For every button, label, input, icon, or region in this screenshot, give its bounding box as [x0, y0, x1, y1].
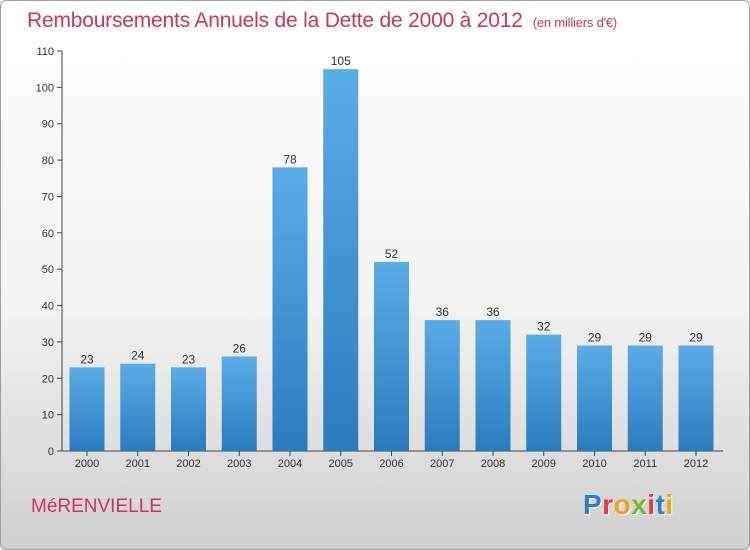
- x-tick-label: 2005: [329, 458, 353, 470]
- x-tick-label: 2001: [126, 458, 150, 470]
- y-tick-label: 20: [42, 373, 54, 385]
- y-tick-label: 70: [42, 191, 54, 203]
- x-tick-label: 2011: [633, 458, 657, 470]
- x-tick-label: 2006: [379, 458, 403, 470]
- data-label: 36: [436, 305, 450, 319]
- y-tick-label: 90: [42, 119, 54, 131]
- y-tick-label: 100: [36, 82, 54, 94]
- proxiti-logo: Proxiti: [583, 489, 674, 521]
- logo-letter: i: [647, 489, 656, 520]
- bar-2009: [526, 334, 562, 451]
- y-axis: 0 10 20 30 40 50 60 70 80 90 100 110: [36, 46, 63, 458]
- logo-letter: t: [655, 489, 666, 520]
- data-label: 105: [331, 54, 351, 68]
- title-unit: (en milliers d'€): [532, 15, 618, 30]
- logo-letter: P: [583, 489, 603, 520]
- y-tick-label: 110: [36, 46, 54, 58]
- bar-2006: [374, 261, 409, 451]
- y-tick-label: 50: [42, 264, 54, 276]
- x-tick-label: 2003: [227, 458, 251, 470]
- x-tick-label: 2002: [176, 458, 200, 470]
- bar-2004: [272, 167, 308, 451]
- data-label: 32: [537, 320, 551, 334]
- bar-2005: [323, 69, 359, 451]
- data-label: 36: [486, 305, 500, 319]
- bar-2011: [627, 345, 663, 451]
- bar-2008: [475, 320, 511, 451]
- x-tick-label: 2008: [481, 458, 505, 470]
- data-label: 23: [182, 352, 196, 366]
- y-tick-label: 60: [42, 228, 54, 240]
- x-tick-label: 2010: [582, 458, 606, 470]
- logo-letter: o: [613, 489, 632, 520]
- bar-2000: [69, 367, 105, 451]
- logo-letter: r: [602, 489, 614, 520]
- y-tick-label: 0: [48, 446, 54, 458]
- data-label: 23: [80, 352, 94, 366]
- data-label: 52: [385, 247, 399, 261]
- y-tick-label: 40: [42, 301, 54, 313]
- commune-name: MéRENVIELLE: [31, 496, 162, 517]
- x-tick-label: 2007: [430, 458, 454, 470]
- data-label: 26: [233, 341, 247, 355]
- chart-title: Remboursements Annuels de la Dette de 20…: [27, 9, 617, 33]
- bar-2007: [424, 320, 460, 451]
- bar-series: [69, 69, 714, 451]
- y-tick-label: 30: [42, 337, 54, 349]
- data-label: 24: [131, 349, 145, 363]
- data-labels: 23 24 23 26 78 105 52 36 36 32 29 29 29: [80, 54, 703, 366]
- x-tick-label: 2009: [532, 458, 556, 470]
- bar-2001: [120, 363, 156, 451]
- bar-2010: [577, 345, 612, 451]
- y-tick-label: 10: [42, 410, 54, 422]
- bar-2012: [678, 345, 714, 451]
- bar-2002: [171, 367, 206, 451]
- x-tick-label: 2012: [684, 458, 708, 470]
- logo-letter: x: [631, 489, 648, 520]
- logo-letter: i: [665, 489, 674, 520]
- data-label: 29: [588, 331, 602, 345]
- x-axis: 2000 2001 2002 2003 2004 2005 2006 2007 2008 2009…: [62, 450, 723, 470]
- y-tick-label: 80: [42, 155, 54, 167]
- bar-2003: [221, 356, 257, 451]
- title-text: Remboursements Annuels de la Dette de 20…: [27, 9, 523, 32]
- x-tick-label: 2000: [75, 458, 99, 470]
- data-label: 29: [639, 331, 653, 345]
- data-label: 78: [283, 152, 297, 166]
- data-label: 29: [689, 331, 703, 345]
- x-tick-label: 2004: [278, 458, 302, 470]
